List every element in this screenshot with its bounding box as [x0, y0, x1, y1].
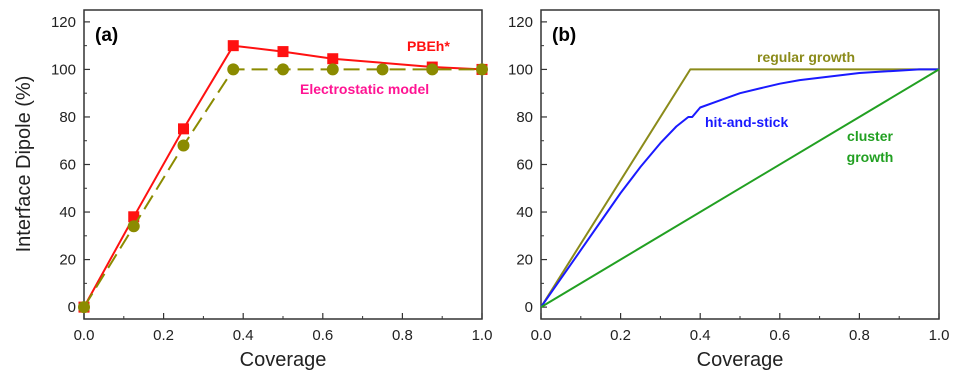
y-tick-label: 40: [59, 204, 76, 221]
y-tick-label: 20: [59, 252, 76, 269]
data-point-square: [327, 53, 339, 65]
y-tick-label: 0: [525, 299, 533, 316]
y-tick-label: 100: [51, 61, 76, 78]
x-tick-label: 0.0: [74, 327, 95, 344]
series-label-electrostatic-model: Electrostatic model: [300, 81, 429, 97]
series-label-regular-growth: regular growth: [757, 49, 855, 65]
y-tick-label: 120: [51, 14, 76, 31]
panel-label-a: (a): [95, 25, 118, 46]
x-tick-labels-a: 0.0 0.2 0.4 0.6 0.8 1.0: [74, 327, 493, 344]
data-point-square: [178, 123, 189, 135]
y-tick-labels-b: 0 20 40 60 80 100 120: [508, 14, 533, 316]
data-point-circle: [177, 139, 190, 152]
y-tick-label: 80: [516, 109, 533, 126]
y-tick-label: 120: [508, 14, 533, 31]
series-line-pbeh: [83, 44, 483, 308]
series-line-electrostatic-model: [83, 68, 482, 308]
series-line-regular-growth: [540, 68, 939, 308]
x-axis-title-a: Coverage: [240, 349, 327, 371]
x-tick-label: 0.0: [531, 327, 552, 344]
series-group-b: [540, 68, 940, 308]
x-tick-label: 0.6: [312, 327, 333, 344]
x-tick-label: 1.0: [929, 327, 950, 344]
y-tick-label: 60: [516, 157, 533, 174]
x-tick-label: 0.4: [690, 327, 711, 344]
y-axis-title-a: Interface Dipole (%): [13, 76, 35, 253]
panel-a: 0.0 0.2 0.4 0.6 0.8 1.0 0 20 40 60 80 100 120 (a) P…: [13, 9, 493, 371]
x-tick-label: 0.6: [769, 327, 790, 344]
series-group-a: [78, 40, 488, 314]
y-tick-label: 40: [516, 204, 533, 221]
x-tick-label: 0.8: [392, 327, 413, 344]
data-point-circle: [127, 220, 140, 233]
series-label-hit-and-stick: hit-and-stick: [705, 114, 788, 130]
x-tick-label: 0.4: [233, 327, 254, 344]
data-point-square: [227, 40, 239, 52]
y-tick-labels-a: 0 20 40 60 80 100 120: [51, 14, 76, 316]
axis-ticks-b: [540, 21, 940, 319]
series-label-cluster-growth-line1: cluster: [847, 128, 893, 144]
data-point-circle: [78, 301, 90, 314]
data-point-circle: [426, 63, 439, 76]
y-tick-label: 0: [68, 299, 76, 316]
data-point-square: [128, 211, 140, 223]
x-tick-label: 0.2: [610, 327, 631, 344]
y-tick-label: 100: [508, 61, 533, 78]
data-point-circle: [227, 63, 240, 76]
y-tick-label: 80: [59, 109, 76, 126]
data-point-circle: [376, 63, 389, 76]
data-point-square: [277, 46, 289, 58]
series-label-cluster-growth-line2: growth: [847, 149, 894, 165]
series-line-hit-and-stick: [540, 68, 939, 308]
series-line-cluster-growth: [540, 68, 940, 308]
series-label-pbeh: PBEh*: [407, 38, 450, 54]
x-tick-label: 1.0: [472, 327, 493, 344]
data-point-circle: [277, 63, 289, 76]
y-tick-label: 20: [516, 252, 533, 269]
data-point-circle: [476, 63, 488, 76]
panel-b: 0.0 0.2 0.4 0.6 0.8 1.0 0 20 40 60 80 100 120 (b) r…: [508, 9, 950, 371]
x-axis-title-b: Coverage: [697, 349, 784, 371]
x-tick-label: 0.8: [849, 327, 870, 344]
data-point-circle: [326, 63, 339, 76]
x-tick-label: 0.2: [153, 327, 174, 344]
x-tick-labels-b: 0.0 0.2 0.4 0.6 0.8 1.0: [531, 327, 950, 344]
y-tick-label: 60: [59, 157, 76, 174]
panel-label-b: (b): [552, 25, 576, 46]
